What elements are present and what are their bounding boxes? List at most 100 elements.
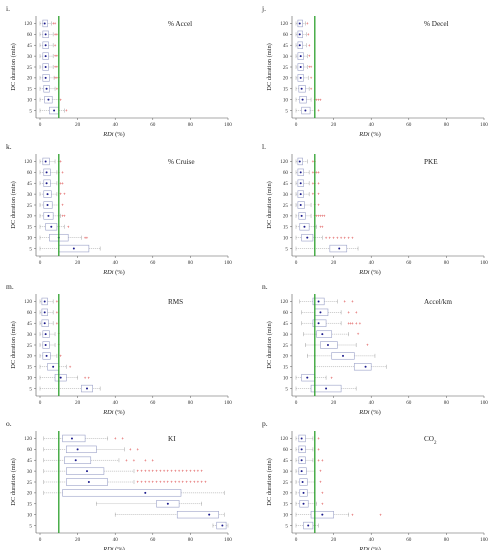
y-tick-label: 120 xyxy=(280,299,288,305)
x-axis-label-unit: (%) xyxy=(370,409,381,416)
x-tick-label: 0 xyxy=(39,122,42,128)
y-tick-label: 20 xyxy=(27,214,33,220)
box-5 xyxy=(295,384,357,393)
x-axis-label: RDi (%) xyxy=(358,546,380,550)
median-point xyxy=(87,481,90,483)
outlier-mark: + xyxy=(193,480,196,485)
outlier-mark: + xyxy=(317,213,320,218)
outlier-mark: + xyxy=(136,447,139,452)
iqr-box xyxy=(62,434,86,443)
y-tick-label: 5 xyxy=(29,246,32,252)
outlier-mark: + xyxy=(155,480,158,485)
box-45: +++ xyxy=(295,179,320,187)
outlier-mark: + xyxy=(315,213,318,218)
x-tick-label: 80 xyxy=(188,537,194,543)
y-axis-label: DC duration (min) xyxy=(266,321,273,369)
panel-label: k. xyxy=(6,142,12,151)
median-point xyxy=(319,311,322,314)
iqr-box xyxy=(64,456,92,464)
outlier-mark: + xyxy=(312,159,315,164)
outlier-mark: + xyxy=(59,181,62,186)
x-tick-label: 20 xyxy=(75,400,81,406)
box-30: + + + + + + + + + + + + + + + + + + xyxy=(43,467,203,475)
median-point xyxy=(298,160,301,163)
x-tick-label: 60 xyxy=(406,260,412,266)
y-tick-label: 30 xyxy=(27,332,33,338)
box-5 xyxy=(39,244,101,253)
outlier-mark: + xyxy=(67,224,70,229)
outlier-mark: + xyxy=(167,480,170,485)
outlier-mark: + xyxy=(65,108,68,113)
median-point xyxy=(44,76,47,79)
x-axis-label-italic: RDi xyxy=(102,546,114,550)
y-tick-label: 10 xyxy=(283,97,289,103)
iqr-box xyxy=(316,330,333,338)
box-120: ++ xyxy=(299,297,354,306)
y-tick-label: 20 xyxy=(283,354,289,360)
y-tick-label: 30 xyxy=(27,469,33,475)
box-60: ++++ xyxy=(295,168,320,177)
panel-title: % Cruise xyxy=(168,158,195,166)
y-tick-label: 25 xyxy=(27,65,33,71)
x-tick-label: 0 xyxy=(295,537,298,543)
outlier-mark: + xyxy=(308,54,311,59)
outlier-mark: + xyxy=(317,170,320,175)
panel-j: j. 0 20 40 60 80 100 120 60 45 30 25 20 15 10 5 DC durat… xyxy=(261,4,488,138)
median-point xyxy=(301,98,304,101)
median-point xyxy=(45,354,48,357)
y-tick-label: 120 xyxy=(24,436,32,442)
y-axis-label: DC duration (min) xyxy=(10,43,17,91)
outlier-mark: + xyxy=(193,469,196,474)
x-axis-label-italic: RDi xyxy=(102,131,114,138)
median-point xyxy=(300,470,303,473)
box-30: + xyxy=(39,330,60,338)
median-point xyxy=(47,214,50,217)
box-20: + xyxy=(295,74,313,82)
panel-o: o. 0 20 40 60 80 100 120 60 45 30 25 20 15 10 5 DC durat… xyxy=(6,419,232,550)
y-tick-label: 10 xyxy=(27,97,33,103)
x-axis-label-unit: (%) xyxy=(114,546,125,550)
y-tick-label: 5 xyxy=(285,386,288,392)
y-tick-label: 120 xyxy=(280,21,288,27)
outlier-mark: + xyxy=(307,32,310,37)
median-point xyxy=(44,44,47,47)
box-60: + xyxy=(295,445,320,454)
box-30: + xyxy=(295,467,322,475)
outlier-mark: + xyxy=(321,501,324,506)
panel-title: PKE xyxy=(424,158,438,166)
panel-title: Accel/km xyxy=(424,298,452,306)
outlier-mark: + xyxy=(319,97,322,102)
outlier-mark: + xyxy=(159,480,162,485)
median-point xyxy=(300,459,303,462)
y-tick-label: 20 xyxy=(283,76,289,82)
outlier-mark: + xyxy=(52,21,55,26)
box-45: + xyxy=(39,319,59,327)
median-point xyxy=(301,481,304,483)
outlier-mark: + xyxy=(56,310,59,315)
y-tick-label: 25 xyxy=(283,65,289,71)
outlier-mark: + xyxy=(159,469,162,474)
box-25: + + + + + + + + + + + + + + + + + + + xyxy=(43,478,207,486)
x-tick-label: 40 xyxy=(113,537,119,543)
y-tick-label: 20 xyxy=(283,214,289,220)
outlier-mark: + xyxy=(317,447,320,452)
outlier-mark: + xyxy=(351,235,354,240)
outlier-mark: + xyxy=(61,203,64,208)
outlier-mark: + xyxy=(306,21,309,26)
median-point xyxy=(44,344,47,346)
x-axis-label-unit: (%) xyxy=(370,269,381,276)
panel-title: % Accel xyxy=(168,20,192,28)
outlier-mark: + xyxy=(312,170,315,175)
outlier-mark: + xyxy=(329,235,332,240)
x-tick-label: 0 xyxy=(39,537,42,543)
panel-i: i. 0 20 40 60 80 100 120 60 45 30 25 20 15 10 5 DC durat… xyxy=(6,4,232,138)
x-tick-label: 20 xyxy=(75,122,81,128)
box-30: + + xyxy=(295,190,320,198)
y-tick-label: 25 xyxy=(27,480,33,486)
panel-title: RMS xyxy=(168,298,183,306)
median-point xyxy=(50,225,53,228)
outlier-mark: + xyxy=(136,469,139,474)
outlier-mark: + xyxy=(174,469,177,474)
box-25: + xyxy=(305,341,369,349)
box-10: ++++ xyxy=(295,95,322,104)
